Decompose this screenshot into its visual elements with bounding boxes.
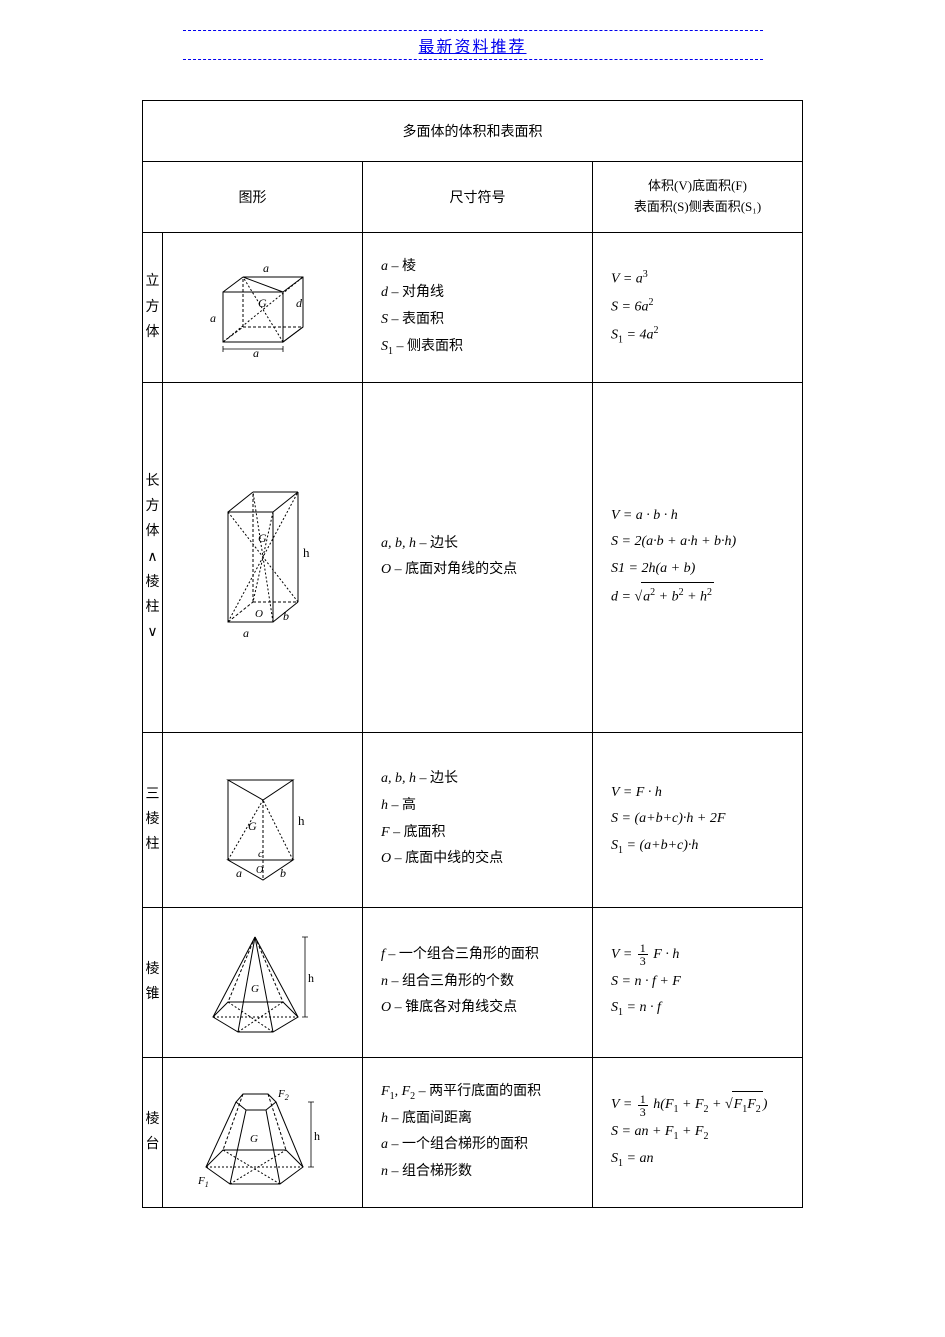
- symbols-pyramid: f – 一个组合三角形的面积 n – 组合三角形的个数 O – 锥底各对角线交点: [363, 907, 593, 1057]
- formula-table: 多面体的体积和表面积 图形 尺寸符号 体积(V)底面积(F) 表面积(S)侧表面…: [142, 100, 803, 1208]
- table-header-row: 图形 尺寸符号 体积(V)底面积(F) 表面积(S)侧表面积(S₁): [143, 162, 803, 233]
- svg-text:a: a: [210, 311, 216, 325]
- svg-text:a: a: [253, 346, 259, 360]
- formulas-pyramid: V = 13 F · h S = n · f + F S1 = n · f: [593, 907, 803, 1057]
- table-row: 立方体 a: [143, 232, 803, 382]
- svg-text:h: h: [298, 813, 305, 828]
- col-header-formulas-l1: 体积(V)底面积(F): [648, 178, 747, 193]
- figure-cuboid: a b h G O: [163, 382, 363, 732]
- pyramid-diagram-icon: G h: [193, 922, 333, 1042]
- figure-pyramid: G h: [163, 907, 363, 1057]
- symbols-tri-prism: a, b, h – 边长 h – 高 F – 底面积 O – 底面中线的交点: [363, 732, 593, 907]
- formulas-frustum: V = 13 h(F1 + F2 + √F1F2) S = an + F1 + …: [593, 1057, 803, 1207]
- symbols-frustum: F1, F2 – 两平行底面的面积 h – 底面间距离 a – 一个组合梯形的面…: [363, 1057, 593, 1207]
- table-row: 棱锥: [143, 907, 803, 1057]
- tri-prism-diagram-icon: a b c h G O: [198, 755, 328, 885]
- header-link[interactable]: 最新资料推荐: [183, 30, 763, 60]
- col-header-symbols: 尺寸符号: [363, 162, 593, 233]
- table-row: 棱台: [143, 1057, 803, 1207]
- table-title: 多面体的体积和表面积: [143, 101, 803, 162]
- svg-text:G: G: [258, 531, 267, 545]
- formulas-cuboid: V = a · b · h S = 2(a·b + a·h + b·h) S1 …: [593, 382, 803, 732]
- svg-text:G: G: [251, 983, 259, 995]
- svg-text:F2: F2: [277, 1088, 289, 1102]
- table-row: 三棱柱 a b c h G: [143, 732, 803, 907]
- svg-text:h: h: [308, 971, 314, 985]
- row-label-tri-prism: 三棱柱: [143, 732, 163, 907]
- cuboid-diagram-icon: a b h G O: [203, 472, 323, 642]
- col-header-formulas: 体积(V)底面积(F) 表面积(S)侧表面积(S₁): [593, 162, 803, 233]
- row-label-cuboid: 长方体 ∧ 棱柱 ∨: [143, 382, 163, 732]
- col-header-figure: 图形: [143, 162, 363, 233]
- col-header-formulas-l2: 表面积(S)侧表面积(S₁): [634, 199, 761, 214]
- figure-frustum: F2 F1 G h: [163, 1057, 363, 1207]
- header-link-text: 最新资料推荐: [414, 39, 530, 56]
- document-page: 最新资料推荐 多面体的体积和表面积 图形 尺寸符号 体积(V)底面积(F) 表面…: [0, 0, 945, 1208]
- svg-text:h: h: [303, 545, 310, 560]
- symbols-cube: a – 棱 d – 对角线 S – 表面积 S1 – 侧表面积: [363, 232, 593, 382]
- row-label-frustum: 棱台: [143, 1057, 163, 1207]
- svg-text:O: O: [255, 608, 263, 620]
- row-label-pyramid: 棱锥: [143, 907, 163, 1057]
- figure-tri-prism: a b c h G O: [163, 732, 363, 907]
- formulas-cube: V = a3 S = 6a2 S1 = 4a2: [593, 232, 803, 382]
- svg-text:c: c: [258, 848, 263, 860]
- svg-text:G: G: [258, 296, 267, 310]
- svg-text:G: G: [248, 819, 257, 833]
- svg-text:a: a: [236, 866, 242, 880]
- formulas-tri-prism: V = F · h S = (a+b+c)·h + 2F S1 = (a+b+c…: [593, 732, 803, 907]
- svg-text:G: G: [250, 1133, 258, 1145]
- cube-diagram-icon: a a d G a: [198, 252, 328, 362]
- svg-text:h: h: [314, 1129, 320, 1143]
- table-title-row: 多面体的体积和表面积: [143, 101, 803, 162]
- svg-text:F1: F1: [197, 1175, 209, 1189]
- table-row: 长方体 ∧ 棱柱 ∨: [143, 382, 803, 732]
- symbols-cuboid: a, b, h – 边长 O – 底面对角线的交点: [363, 382, 593, 732]
- figure-cube: a a d G a: [163, 232, 363, 382]
- svg-text:a: a: [243, 626, 249, 640]
- svg-text:a: a: [263, 261, 269, 275]
- svg-text:b: b: [280, 866, 286, 880]
- row-label-cube: 立方体: [143, 232, 163, 382]
- frustum-diagram-icon: F2 F1 G h: [188, 1072, 338, 1192]
- svg-text:d: d: [296, 296, 303, 310]
- svg-text:b: b: [283, 609, 289, 623]
- svg-text:O: O: [256, 865, 263, 876]
